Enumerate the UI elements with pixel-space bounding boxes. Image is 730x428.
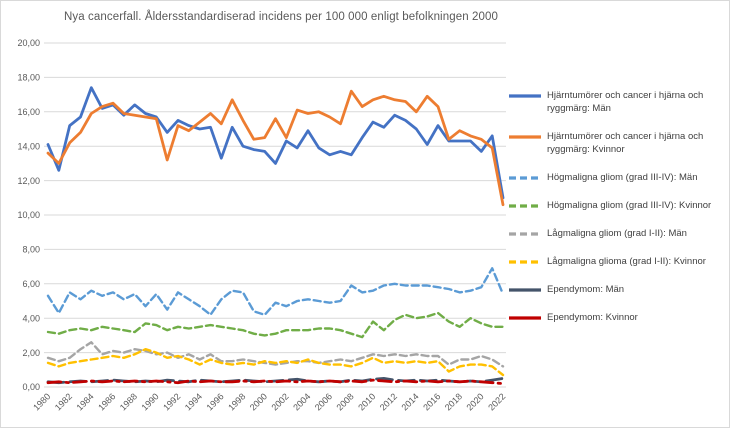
chart-title: Nya cancerfall. Åldersstandardiserad inc…	[64, 11, 498, 23]
x-axis-label: 2006	[313, 391, 334, 412]
legend-swatch-line-icon	[509, 316, 541, 320]
x-axis-label: 2020	[465, 391, 486, 412]
legend-item-lagmaligna-man: Lågmaligna gliom (grad I-II): Män	[508, 227, 729, 240]
y-axis-label: 8,00	[22, 245, 40, 255]
x-axis-label: 2002	[270, 391, 291, 412]
y-axis-label: 20,00	[17, 38, 40, 48]
x-axis-label: 1980	[31, 391, 52, 412]
y-axis-label: 12,00	[17, 176, 40, 186]
legend-label: Högmaligna gliom (grad III-IV): Män	[547, 172, 698, 183]
legend-label: Ependymom: Kvinnor	[547, 312, 638, 323]
x-axis-label: 2012	[378, 391, 399, 412]
x-axis-label: 1992	[161, 391, 182, 412]
y-axis-label: 10,00	[17, 210, 40, 220]
legend-swatch-line-icon	[509, 176, 541, 180]
x-axis-label: 1986	[96, 391, 117, 412]
series-line-0	[46, 86, 505, 200]
legend-swatch-line-icon	[509, 204, 541, 208]
legend-label: Lågmaligna gliom (grad I-II): Män	[547, 228, 687, 239]
x-axis-label: 2018	[443, 391, 464, 412]
legend-item-hogmaligna-kvinnor: Högmaligna gliom (grad III-IV): Kvinnor	[508, 199, 729, 212]
x-axis-label: 1996	[205, 391, 226, 412]
series-line-1	[46, 89, 505, 207]
x-axis-label: 1984	[75, 391, 96, 412]
legend-item-hjarntumorer-kvinnor: Hjärntumörer och cancer i hjärna och ryg…	[508, 130, 729, 156]
chart-legend: Hjärntumörer och cancer i hjärna och ryg…	[508, 89, 729, 324]
series-line-3	[46, 311, 505, 339]
series-line-7	[46, 378, 505, 386]
legend-label: Lågmaligna glioma (grad I-II): Kvinnor	[547, 256, 706, 267]
legend-swatch-line-icon	[509, 94, 541, 98]
y-axis-label: 4,00	[22, 313, 40, 323]
legend-label: Hjärntumörer och cancer i hjärna och ryg…	[547, 90, 704, 114]
x-axis-label: 2022	[486, 391, 507, 412]
y-axis-label: 14,00	[17, 141, 40, 151]
y-axis-label: 2,00	[22, 348, 40, 358]
legend-item-hjarntumorer-man: Hjärntumörer och cancer i hjärna och ryg…	[508, 89, 729, 115]
x-axis-label: 1982	[53, 391, 74, 412]
legend-item-ependymom-kvinnor: Ependymom: Kvinnor	[508, 311, 729, 324]
x-axis-label: 1998	[226, 391, 247, 412]
legend-item-hogmaligna-man: Högmaligna gliom (grad III-IV): Män	[508, 171, 729, 184]
x-axis-label: 2010	[356, 391, 377, 412]
legend-label: Ependymom: Män	[547, 284, 625, 295]
legend-item-lagmaligna-kvinnor: Lågmaligna glioma (grad I-II): Kvinnor	[508, 255, 729, 268]
x-axis-label: 2004	[291, 391, 312, 412]
x-axis-label: 1990	[140, 391, 161, 412]
series-line-2	[46, 267, 505, 316]
legend-label: Hjärntumörer och cancer i hjärna och ryg…	[547, 131, 704, 155]
x-axis-label: 1994	[183, 391, 204, 412]
y-axis-label: 0,00	[22, 382, 40, 392]
series-line-5	[46, 348, 505, 377]
legend-swatch-line-icon	[509, 260, 541, 264]
x-axis-label: 2014	[400, 391, 421, 412]
x-axis-label: 2000	[248, 391, 269, 412]
y-axis-label: 18,00	[17, 73, 40, 83]
legend-swatch-line-icon	[509, 232, 541, 236]
x-axis-label: 2008	[335, 391, 356, 412]
legend-label: Högmaligna gliom (grad III-IV): Kvinnor	[547, 200, 712, 211]
x-axis-label: 1988	[118, 391, 139, 412]
series-line-4	[46, 341, 505, 368]
legend-swatch-line-icon	[509, 288, 541, 292]
y-axis-label: 16,00	[17, 107, 40, 117]
y-axis-label: 6,00	[22, 279, 40, 289]
legend-item-ependymom-man: Ependymom: Män	[508, 283, 729, 296]
x-axis-label: 2016	[421, 391, 442, 412]
legend-swatch-line-icon	[509, 135, 541, 139]
